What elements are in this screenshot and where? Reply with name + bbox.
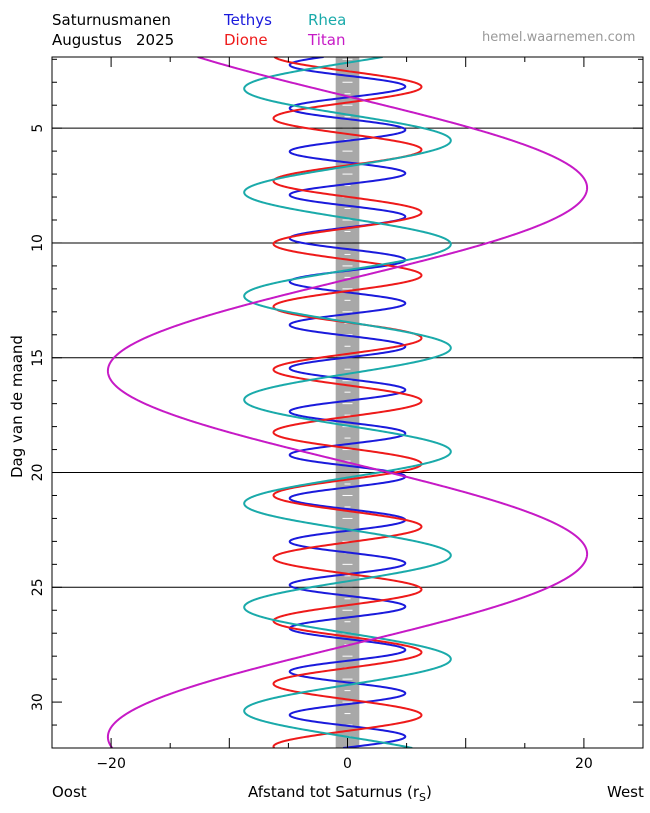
y-tick-label: 10 (30, 234, 46, 252)
series-rhea-line (243, 57, 452, 748)
chart-title-line1: Saturnusmanen (52, 11, 171, 29)
chart-title-line2: Augustus (52, 31, 122, 49)
x-tick-label: 0 (343, 756, 352, 772)
y-tick-label: 30 (30, 693, 46, 711)
series-tethys-line (288, 57, 407, 748)
x-axis-label-sub: S (419, 791, 427, 804)
east-label: Oost (52, 783, 87, 801)
y-tick-label: 20 (30, 464, 46, 482)
y-tick-label: 5 (30, 124, 46, 133)
x-axis-label-main: Afstand tot Saturnus (r (248, 783, 420, 801)
series-titan-line (106, 57, 589, 748)
y-tick-label: 15 (30, 349, 46, 367)
website-label: hemel.waarnemen.com (482, 30, 636, 45)
legend-dione: Dione (224, 31, 268, 49)
legend-rhea: Rhea (308, 11, 347, 29)
x-axis-label: Afstand tot Saturnus (rS) (248, 783, 432, 804)
chart-year: 2025 (136, 31, 175, 49)
y-tick-label: 25 (30, 578, 46, 596)
legend-titan: Titan (308, 31, 346, 49)
x-tick-label: −20 (96, 756, 126, 772)
west-label: West (607, 783, 644, 801)
x-tick-label: 20 (575, 756, 593, 772)
series-dione-line (272, 57, 423, 748)
legend-tethys: Tethys (224, 11, 272, 29)
x-axis-label-close: ) (426, 783, 432, 801)
